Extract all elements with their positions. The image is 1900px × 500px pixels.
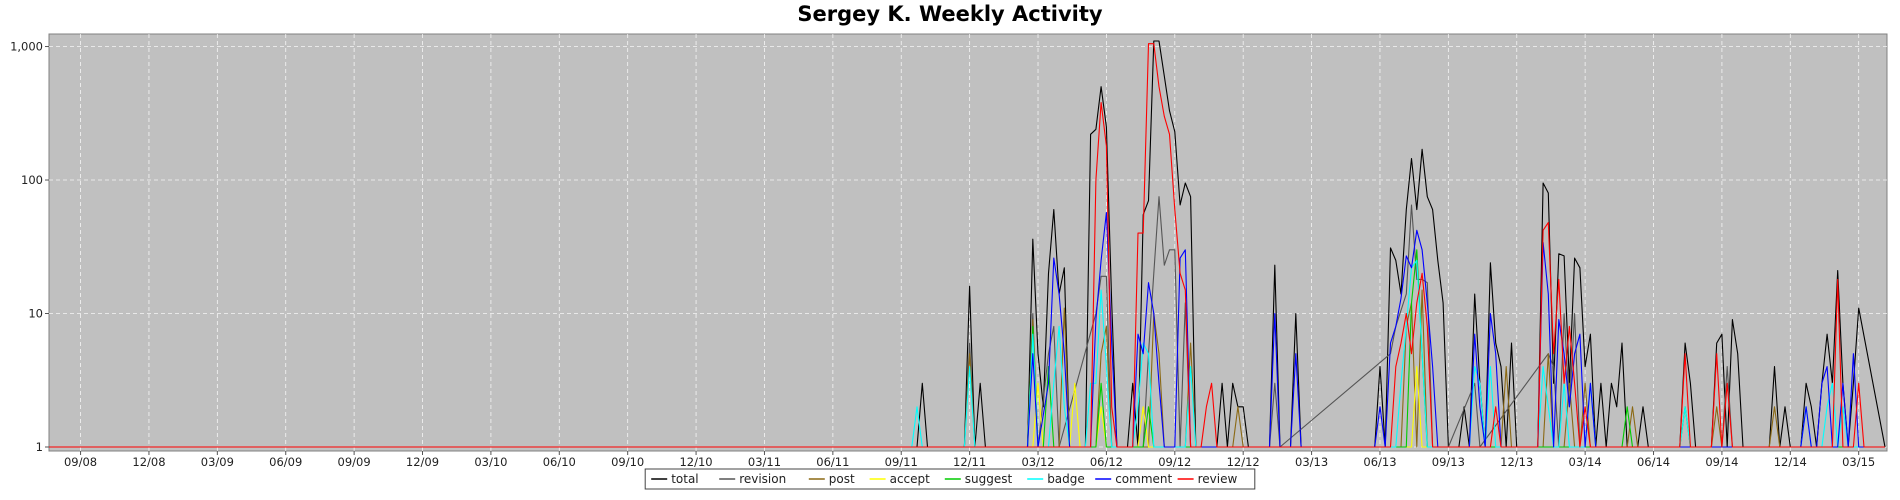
x-tick-label: 06/11 [816,455,849,469]
x-tick-label: 06/14 [1637,455,1670,469]
legend-label-accept: accept [890,472,931,486]
x-tick-label: 09/13 [1432,455,1465,469]
x-tick-label: 03/11 [748,455,781,469]
x-tick-label: 03/15 [1842,455,1875,469]
y-tick-label: 10 [28,307,43,321]
chart-title: Sergey K. Weekly Activity [797,2,1102,26]
x-tick-label: 03/12 [1021,455,1054,469]
x-tick-label: 12/11 [953,455,986,469]
x-axis: 09/08 12/08 03/09 06/09 09/09 12/09 03/10 06/10… [64,451,1875,469]
x-tick-label: 09/09 [338,455,371,469]
x-tick-label: 03/10 [474,455,507,469]
x-tick-label: 09/10 [611,455,644,469]
y-tick-label: 1 [36,440,43,454]
x-tick-label: 12/14 [1774,455,1807,469]
x-tick-label: 06/13 [1363,455,1396,469]
series-line-review [49,43,1885,448]
x-tick-label: 09/11 [885,455,918,469]
y-axis: 1 10 100 1,000 [10,40,49,454]
x-tick-label: 12/10 [679,455,712,469]
x-tick-label: 06/12 [1090,455,1123,469]
legend: total revision post accept suggest badge comme… [644,468,1256,490]
legend-label-revision: revision [739,472,786,486]
x-tick-label: 12/13 [1500,455,1533,469]
legend-label-post: post [829,472,855,486]
legend-label-review: review [1198,472,1238,486]
legend-label-comment: comment [1115,472,1172,486]
series-line-revision [49,196,1885,448]
legend-label-suggest: suggest [965,472,1013,486]
y-tick-label: 1,000 [10,40,43,54]
legend-label-badge: badge [1047,472,1085,486]
x-tick-label: 06/09 [269,455,302,469]
y-tick-label: 100 [21,173,43,187]
x-tick-label: 03/13 [1295,455,1328,469]
x-tick-label: 12/09 [406,455,439,469]
x-tick-label: 12/12 [1227,455,1260,469]
x-tick-label: 06/10 [543,455,576,469]
legend-label-total: total [671,472,698,486]
x-tick-label: 03/14 [1569,455,1602,469]
x-tick-label: 09/08 [64,455,97,469]
series-lines [49,40,1886,448]
x-tick-label: 09/14 [1705,455,1738,469]
x-tick-label: 09/12 [1158,455,1191,469]
x-tick-label: 12/08 [132,455,165,469]
x-tick-label: 03/09 [201,455,234,469]
